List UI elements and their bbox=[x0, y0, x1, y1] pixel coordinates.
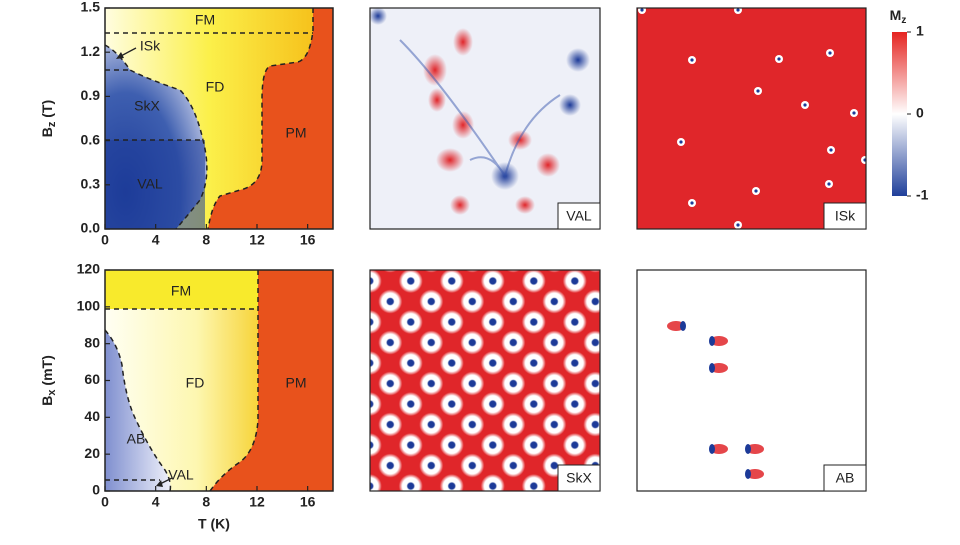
bimeron-blue bbox=[709, 363, 715, 373]
x-tick-label: 12 bbox=[249, 232, 265, 248]
colorbar-tick-label: -1 bbox=[916, 187, 929, 203]
skyrmion-core bbox=[829, 148, 833, 152]
colorbar-title-sub: z bbox=[901, 15, 906, 26]
skyrmion-core bbox=[736, 223, 740, 227]
x-tick-label: 16 bbox=[300, 232, 316, 248]
bimeron-blue bbox=[680, 321, 686, 331]
region-label: FM bbox=[195, 12, 215, 28]
y-tick-label: 1.5 bbox=[81, 0, 101, 15]
colorbar-tick-label: 1 bbox=[916, 23, 924, 39]
region-label: FM bbox=[171, 283, 191, 299]
skyrmion-core bbox=[690, 201, 694, 205]
skyrmion-core bbox=[827, 182, 831, 186]
x-tick-label: 4 bbox=[152, 232, 160, 248]
region-label: AB bbox=[127, 431, 146, 447]
panel-label: ISk bbox=[835, 208, 856, 224]
y-axis-label-unit: (mT) bbox=[39, 355, 55, 389]
panel-label-box bbox=[557, 202, 601, 230]
texture-val bbox=[369, 7, 601, 230]
y-tick-label: 20 bbox=[84, 445, 100, 461]
y-tick-label: 40 bbox=[84, 408, 100, 424]
x-tick-label: 4 bbox=[152, 494, 160, 510]
region-label: FD bbox=[186, 375, 205, 391]
colorbar-title: Mz bbox=[890, 7, 907, 26]
bimeron-blue bbox=[709, 336, 715, 346]
skyrmion-core bbox=[756, 89, 760, 93]
skyrmion-core bbox=[736, 8, 740, 12]
bimeron-blue bbox=[745, 444, 751, 454]
region-label: PM bbox=[286, 125, 307, 141]
y-tick-label: 0 bbox=[92, 482, 100, 498]
y-axis-label-main: B bbox=[39, 127, 55, 137]
colorbar-tick-label: 0 bbox=[916, 105, 924, 121]
texture-ab bbox=[636, 269, 867, 492]
x-tick-label: 12 bbox=[249, 494, 265, 510]
texture-isk bbox=[636, 6, 869, 230]
y-tick-label: 0.9 bbox=[81, 87, 101, 103]
skyrmion-core bbox=[640, 8, 644, 12]
y-tick-label: 100 bbox=[77, 298, 101, 314]
skyrmion-core bbox=[828, 51, 832, 55]
phase-map bbox=[105, 8, 333, 229]
panel-frame bbox=[636, 269, 867, 492]
panel-label: AB bbox=[836, 470, 855, 486]
y-tick-label: 0.3 bbox=[81, 176, 101, 192]
skyrmion-core bbox=[777, 57, 781, 61]
x-tick-label: 8 bbox=[202, 494, 210, 510]
y-tick-label: 1.2 bbox=[81, 43, 101, 59]
y-axis-label-main: B bbox=[39, 396, 55, 406]
skyrmion-core bbox=[679, 140, 683, 144]
x-tick-label: 0 bbox=[101, 494, 109, 510]
panel-label-box bbox=[823, 202, 867, 230]
phase-boundaries bbox=[104, 270, 259, 492]
y-axis-label-sub: z bbox=[46, 121, 58, 127]
phase-boundaries bbox=[104, 8, 314, 230]
axes-frame bbox=[104, 7, 334, 230]
y-axis-label: Bz (T) bbox=[39, 100, 58, 137]
panel-label-box bbox=[823, 464, 867, 492]
y-axis-label: Bx (mT) bbox=[39, 355, 58, 405]
x-tick-label: 0 bbox=[101, 232, 109, 248]
x-axis-label: T (K) bbox=[198, 516, 230, 532]
region-label: VAL bbox=[168, 467, 194, 483]
panel-label: SkX bbox=[566, 470, 592, 486]
texture-skx bbox=[369, 269, 601, 492]
x-tick-label: 16 bbox=[300, 494, 316, 510]
skyrmion-core bbox=[803, 103, 807, 107]
region-label: PM bbox=[286, 375, 307, 391]
y-tick-label: 60 bbox=[84, 371, 100, 387]
region-label: ISk bbox=[140, 38, 161, 54]
colorbar bbox=[892, 32, 907, 196]
phase-map bbox=[105, 270, 333, 491]
y-tick-label: 0.0 bbox=[81, 220, 101, 236]
y-tick-label: 120 bbox=[77, 261, 101, 277]
y-tick-label: 0.6 bbox=[81, 131, 101, 147]
bimeron-blue bbox=[709, 444, 715, 454]
y-axis-label-sub: x bbox=[46, 389, 58, 396]
panel-frame bbox=[636, 7, 867, 230]
region-label: SkX bbox=[134, 98, 160, 114]
colorbar-title-main: M bbox=[890, 7, 902, 23]
skyrmion-core bbox=[852, 111, 856, 115]
y-tick-label: 80 bbox=[84, 334, 100, 350]
panel-label: VAL bbox=[566, 208, 592, 224]
panel-label-box bbox=[557, 464, 601, 492]
bimeron-blue bbox=[745, 469, 751, 479]
region-label: VAL bbox=[137, 176, 163, 192]
x-tick-label: 8 bbox=[202, 232, 210, 248]
skyrmion-core bbox=[690, 58, 694, 62]
region-label: FD bbox=[206, 79, 225, 95]
skyrmion-core bbox=[754, 189, 758, 193]
y-axis-label-unit: (T) bbox=[39, 100, 55, 122]
